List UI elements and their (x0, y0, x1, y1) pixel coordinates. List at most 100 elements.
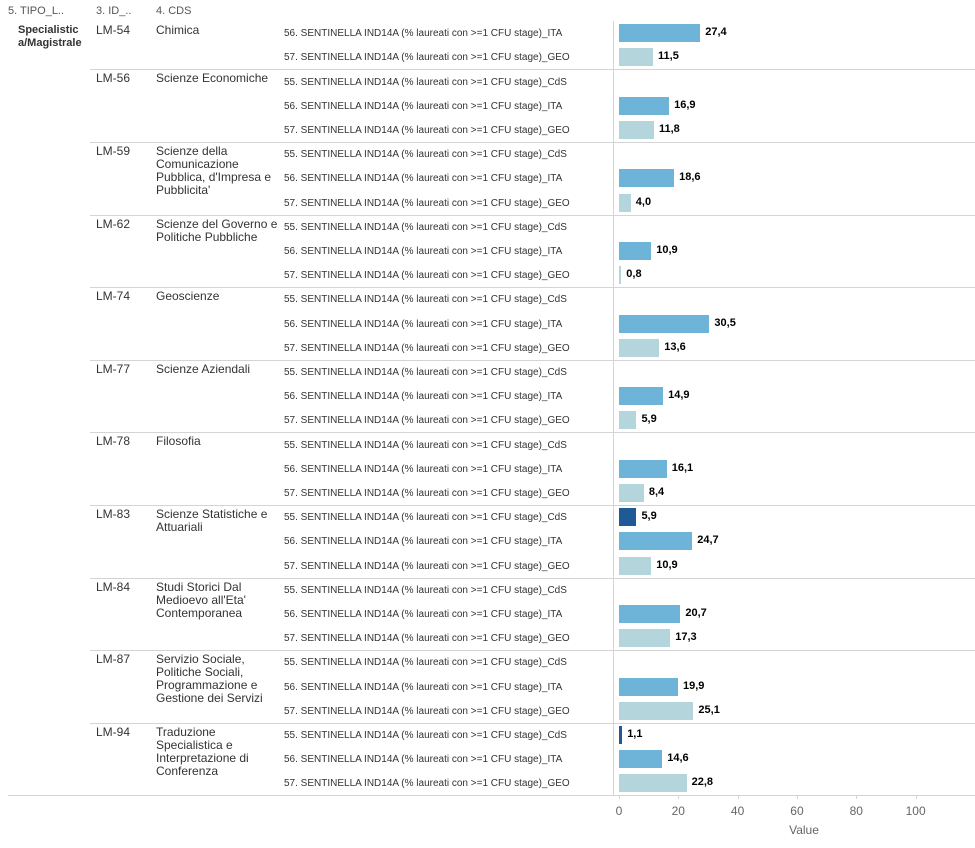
cds-label: Scienze Economiche (156, 71, 269, 86)
value-label: 10,9 (656, 243, 678, 256)
x-axis-label: Value (789, 823, 819, 838)
id-label: LM-87 (96, 652, 131, 667)
bar (618, 677, 678, 696)
bar (618, 266, 622, 285)
cds-label: Chimica (156, 23, 200, 37)
tick-mark (796, 795, 798, 800)
separator (90, 287, 975, 289)
measure-label: 56. SENTINELLA IND14A (% laureati con >=… (284, 463, 563, 475)
measure-label: 57. SENTINELLA IND14A (% laureati con >=… (284, 342, 570, 354)
id-label: LM-77 (96, 361, 131, 376)
cds-label: Scienze Aziendali (156, 361, 251, 376)
x-tick-label: 40 (730, 804, 745, 819)
value-label: 25,1 (698, 703, 720, 716)
measure-label: 56. SENTINELLA IND14A (% laureati con >=… (284, 100, 563, 112)
measure-label: 57. SENTINELLA IND14A (% laureati con >=… (284, 778, 570, 790)
cds-label: Traduzione Specialistica e Interpretazio… (156, 724, 249, 778)
id-label: LM-84 (96, 579, 131, 594)
column-header: 5. TIPO_L.. (8, 5, 65, 17)
tick-mark (856, 795, 858, 800)
id-label: LM-59 (96, 144, 131, 158)
cds-label: Scienze del Governo e Politiche Pubblich… (156, 216, 278, 244)
value-label: 0,8 (626, 268, 642, 281)
value-label: 16,1 (671, 461, 694, 474)
id-label: LM-83 (96, 507, 131, 521)
measure-label: 56. SENTINELLA IND14A (% laureati con >=… (284, 245, 563, 257)
value-label: 11,8 (658, 122, 680, 135)
measure-label: 56. SENTINELLA IND14A (% laureati con >=… (284, 28, 563, 40)
value-label: 5,9 (641, 413, 657, 426)
x-tick-label: 0 (615, 804, 623, 819)
measure-label: 56. SENTINELLA IND14A (% laureati con >=… (284, 608, 563, 620)
value-label: 19,9 (682, 679, 705, 692)
measure-label: 55. SENTINELLA IND14A (% laureati con >=… (284, 149, 567, 161)
cds-label: Scienze Statistiche e Attuariali (156, 507, 268, 534)
value-label: 22,8 (691, 776, 713, 789)
value-label: 4,0 (635, 195, 652, 208)
cds-label: Servizio Sociale, Politiche Sociali, Pro… (156, 652, 263, 706)
value-label: 18,6 (679, 171, 701, 184)
measure-label: 56. SENTINELLA IND14A (% laureati con >=… (284, 318, 563, 330)
measure-label: 57. SENTINELLA IND14A (% laureati con >=… (284, 560, 570, 572)
value-label: 24,7 (697, 534, 719, 547)
id-label: LM-94 (96, 724, 131, 739)
bar (618, 387, 664, 406)
column-header: 4. CDS (156, 5, 192, 17)
value-label: 11,5 (658, 50, 679, 63)
bar (618, 241, 652, 260)
measure-label: 55. SENTINELLA IND14A (% laureati con >=… (284, 439, 567, 451)
id-label: LM-78 (96, 434, 131, 449)
bar (618, 120, 654, 139)
measure-label: 57. SENTINELLA IND14A (% laureati con >=… (284, 52, 570, 64)
separator (90, 505, 975, 506)
bar (618, 314, 710, 333)
separator (8, 795, 975, 797)
x-tick-label: 100 (905, 804, 926, 819)
x-tick-label: 20 (671, 804, 685, 819)
tick-mark (737, 795, 739, 800)
bar (618, 701, 694, 720)
bar (618, 629, 671, 648)
tick-mark (678, 795, 680, 800)
cds-label: Scienze della Comunicazione Pubblica, d'… (156, 144, 272, 197)
bar (618, 774, 687, 793)
cds-label: Studi Storici Dal Medioevo all'Eta' Cont… (156, 579, 246, 620)
bar (618, 508, 637, 527)
bar (618, 556, 652, 575)
bar (618, 459, 667, 478)
cds-label: Geoscienze (156, 289, 220, 304)
measure-label: 56. SENTINELLA IND14A (% laureati con >=… (284, 391, 563, 403)
measure-label: 57. SENTINELLA IND14A (% laureati con >=… (284, 487, 570, 499)
separator (90, 142, 975, 143)
bar (618, 96, 670, 115)
value-label: 8,4 (648, 485, 665, 498)
bar (618, 48, 654, 67)
measure-label: 56. SENTINELLA IND14A (% laureati con >=… (284, 173, 563, 185)
bar (618, 338, 660, 357)
column-header: 3. ID_.. (96, 5, 132, 17)
bar (618, 193, 631, 212)
measure-label: 57. SENTINELLA IND14A (% laureati con >=… (284, 705, 570, 717)
measure-label: 55. SENTINELLA IND14A (% laureati con >=… (284, 512, 567, 524)
x-tick-label: 60 (790, 804, 804, 819)
measure-label: 57. SENTINELLA IND14A (% laureati con >=… (284, 415, 570, 427)
id-label: LM-62 (96, 216, 131, 231)
x-tick-label: 80 (849, 804, 863, 819)
value-label: 10,9 (656, 558, 678, 571)
value-label: 5,9 (641, 510, 657, 523)
measure-label: 55. SENTINELLA IND14A (% laureati con >=… (284, 366, 567, 378)
value-label: 16,9 (674, 98, 696, 111)
measure-label: 55. SENTINELLA IND14A (% laureati con >=… (284, 76, 567, 88)
measure-label: 56. SENTINELLA IND14A (% laureati con >=… (284, 681, 563, 693)
separator (90, 577, 975, 579)
bar (618, 725, 623, 744)
bar (618, 750, 663, 769)
id-label: LM-54 (96, 23, 131, 37)
measure-label: 57. SENTINELLA IND14A (% laureati con >=… (284, 270, 570, 282)
separator (90, 359, 975, 361)
value-label: 14,9 (668, 389, 690, 402)
id-label: LM-74 (96, 289, 131, 304)
measure-label: 55. SENTINELLA IND14A (% laureati con >=… (284, 584, 567, 596)
bar (618, 483, 644, 502)
value-label: 17,3 (675, 631, 697, 644)
